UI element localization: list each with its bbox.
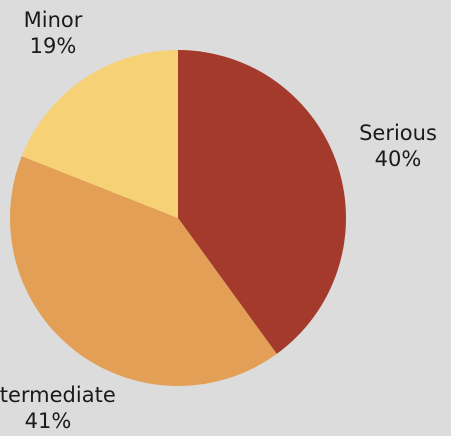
pie-slice-minor <box>21 50 178 218</box>
slice-label-serious: Serious <box>359 121 437 145</box>
pie-slices <box>10 50 346 386</box>
slice-value-serious: 40% <box>375 147 422 171</box>
pie-slice-serious <box>178 50 346 354</box>
slice-label-intermediate: Intermediate <box>0 383 116 407</box>
pie-slice-intermediate <box>10 156 277 386</box>
slice-value-intermediate: 41% <box>25 409 72 433</box>
slice-value-minor: 19% <box>30 34 77 58</box>
slice-label-minor: Minor <box>24 8 83 32</box>
